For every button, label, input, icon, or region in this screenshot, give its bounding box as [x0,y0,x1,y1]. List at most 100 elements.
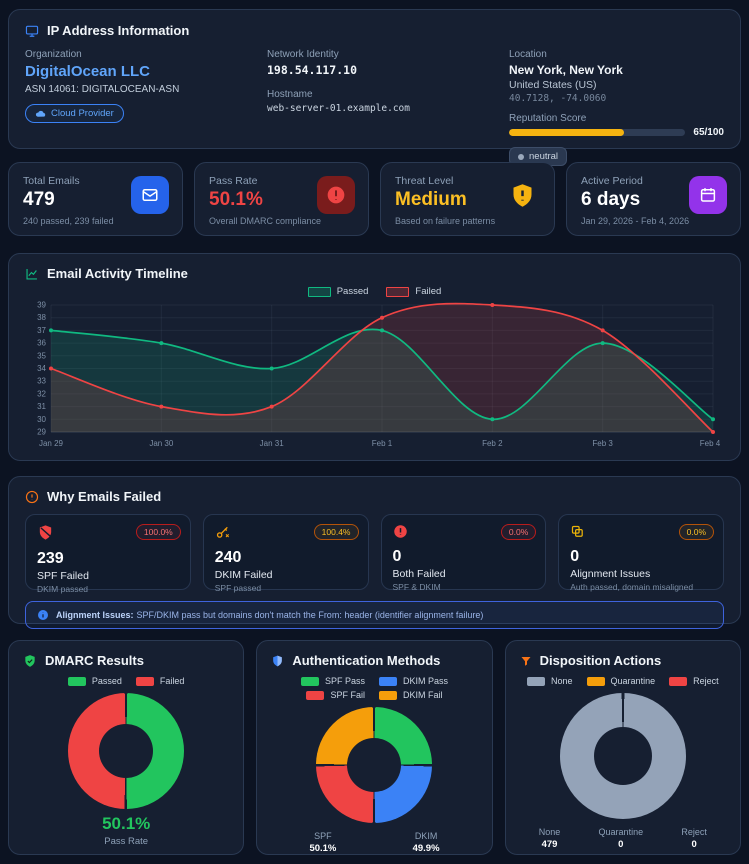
legend-item-reject[interactable]: Reject [669,676,719,686]
alignment-note-text: Alignment Issues: SPF/DKIM pass but domai… [56,610,483,620]
dmarc-footer: 50.1% Pass Rate [23,814,229,847]
authentication-donut-chart[interactable] [316,707,433,823]
svg-text:Feb 1: Feb 1 [372,439,393,448]
organization-label: Organization [25,49,82,60]
reputation-score-label: Reputation Score [509,113,587,124]
legend-swatch [307,286,331,297]
failure-label: SPF Failed [37,570,89,582]
hostname-label: Hostname [267,89,313,100]
location-city: New York, New York [509,63,623,77]
donut-footer-quarantine: Quarantine 0 [599,827,644,850]
legend-item-none[interactable]: None [527,676,573,686]
shield-half-icon [273,655,283,666]
authentication-title: Authentication Methods [292,653,441,668]
failure-cards: 100.0% 239 SPF Failed DKIM passed 100.4%… [25,514,724,594]
svg-text:31: 31 [37,402,46,411]
failure-sub: DKIM passed [37,584,89,594]
legend-swatch [586,676,605,686]
authentication-header: Authentication Methods [271,653,477,668]
footer-value: 0 [618,839,624,850]
cloud-provider-badge: Cloud Provider [25,104,124,123]
footer-label: Quarantine [598,827,644,837]
failure-sub: Auth passed, domain misaligned [570,582,694,592]
footer-value: 50.1% [309,843,337,854]
location-coordinates: 40.7128, -74.0060 [509,93,607,104]
footer-value: 49.9% [412,843,440,854]
monitor-icon [25,25,39,37]
svg-text:39: 39 [37,301,46,310]
stat-label: Total Emails [23,175,80,187]
timeline-header: Email Activity Timeline [25,266,724,281]
legend-item-failed[interactable]: Failed [135,676,184,686]
key-icon [216,526,229,538]
failure-card-spf: 100.0% 239 SPF Failed DKIM passed [25,514,191,594]
legend-item-dkim-fail[interactable]: DKIM Fail [378,690,443,700]
legend-label: Failed [415,286,442,297]
organization-block: Organization DigitalOcean LLC ASN 14061:… [25,49,267,166]
stat-value: 6 days [581,189,641,210]
location-label: Location [509,49,547,60]
shield-check-icon [25,654,35,667]
organization-name: DigitalOcean LLC [25,63,151,80]
legend-item-failed[interactable]: Failed [386,286,441,297]
failure-card-both: 0.0% 0 Both Failed SPF & DKIM [380,514,547,592]
legend-swatch [306,690,325,700]
failure-value: 239 [37,550,64,567]
legend-item-dkim-pass[interactable]: DKIM Pass [378,676,448,686]
status-dot-icon [518,153,524,160]
legend-label: Quarantine [610,676,656,686]
legend-item-spf-pass[interactable]: SPF Pass [300,676,365,686]
asn-text: ASN 14061: DIGITALOCEAN-ASN [25,84,180,95]
timeline-chart[interactable]: 29 30 31 32 33 34 35 36 37 38 39 Jan 29 Jan 30 Jan 31… [25,298,726,456]
dmarc-results-header: DMARC Results [23,653,229,668]
calendar-icon [689,176,727,214]
failure-pct-badge: 100.4% [313,524,359,540]
hostname-value: web-server-01.example.com [267,103,410,114]
legend-item-passed[interactable]: Passed [307,286,368,297]
legend-item-passed[interactable]: Passed [67,676,122,686]
email-activity-timeline-panel: Email Activity Timeline Passed Failed 29 3… [8,253,741,461]
disposition-legend: None Quarantine Reject [520,676,726,686]
legend-item-spf-fail[interactable]: SPF Fail [306,690,365,700]
failure-label: DKIM Failed [214,569,273,581]
donut-footer-spf: SPF 50.1% [309,831,336,854]
dmarc-pass-rate-value: 50.1% [102,814,151,833]
failure-value: 0 [570,548,580,565]
legend-label: Reject [693,676,719,686]
donut-hole [593,727,652,785]
dmarc-results-panel: DMARC Results Passed Failed 50.1% Pass Ra… [8,640,245,855]
svg-text:35: 35 [37,351,46,360]
stat-label: Pass Rate [209,175,258,187]
svg-text:Jan 30: Jan 30 [149,439,174,448]
failure-card-dkim: 100.4% 240 DKIM Failed SPF passed [202,514,369,593]
alignment-note-body: SPF/DKIM pass but domains don't match th… [136,610,484,620]
failure-value: 0 [392,548,402,565]
disposition-donut-chart[interactable] [559,693,686,819]
legend-label: DKIM Pass [402,676,448,686]
stat-label: Threat Level [395,175,454,187]
disposition-title: Disposition Actions [539,653,662,668]
reputation-bar-fill [509,129,624,136]
legend-item-quarantine[interactable]: Quarantine [586,676,656,686]
timeline-title: Email Activity Timeline [47,266,188,281]
failure-pct-badge: 0.0% [678,524,714,540]
dmarc-pass-rate-caption: Pass Rate [104,836,149,847]
timeline-legend: Passed Failed [25,286,724,297]
svg-text:37: 37 [37,326,46,335]
footer-value: 479 [541,839,558,850]
disposition-footer: None 479 Quarantine 0 Reject 0 [520,827,726,850]
donut-footer-none: None 479 [539,827,561,850]
stat-card-pass-rate: Pass Rate 50.1% Overall DMARC compliance [194,162,369,236]
authentication-footer: SPF 50.1% DKIM 49.9% [271,831,477,854]
footer-value: 0 [691,839,697,850]
donut-footer-dkim: DKIM 49.9% [413,831,440,854]
shield-alert-icon [503,176,541,214]
stat-value: Medium [395,189,467,210]
disposition-header: Disposition Actions [520,653,726,668]
mail-icon [131,176,169,214]
why-emails-failed-panel: Why Emails Failed 100.0% 239 SPF Failed … [8,476,741,629]
svg-text:32: 32 [37,389,46,398]
stat-sub: Jan 29, 2026 - Feb 4, 2026 [581,216,690,226]
dmarc-donut-chart[interactable] [68,693,185,809]
legend-label: DKIM Fail [402,690,443,700]
